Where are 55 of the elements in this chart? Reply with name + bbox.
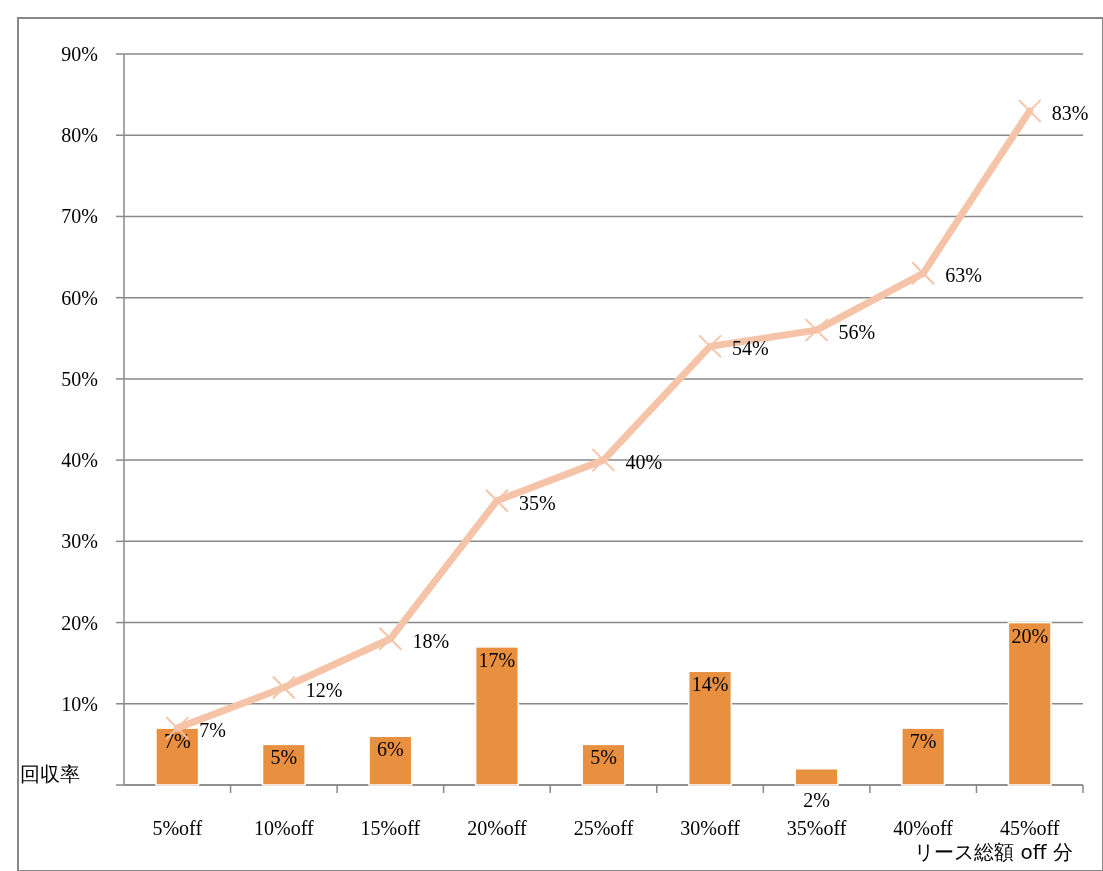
y-tick-label: 80%: [61, 124, 98, 147]
point: [378, 626, 403, 651]
data-label: 18%: [412, 629, 450, 652]
data-label: 5%: [590, 746, 617, 769]
point: [1017, 98, 1042, 123]
data-label: 14%: [691, 673, 729, 696]
y-tick-label: 70%: [61, 205, 98, 228]
data-label: 63%: [945, 264, 982, 287]
bar: [1007, 621, 1052, 786]
data-label: 7%: [163, 730, 191, 753]
point: [271, 675, 296, 700]
data-label: 20%: [1011, 624, 1049, 647]
x-tick-label: 25%off: [573, 817, 634, 839]
data-label: 17%: [478, 648, 516, 671]
y-tick-label: 10%: [61, 692, 98, 715]
x-tick-label: 40%off: [893, 817, 954, 839]
x-tick-label: 20%off: [467, 817, 528, 839]
bar: [155, 727, 200, 786]
point: [698, 334, 723, 359]
x-tick-label: 30%off: [680, 817, 741, 839]
point: [591, 448, 616, 473]
x-tick-label: 10%off: [254, 817, 314, 839]
bar: [368, 735, 413, 786]
y-tick-label: 30%: [61, 530, 98, 553]
data-label: 7%: [909, 730, 937, 753]
x-tick-label: 45%off: [999, 817, 1060, 839]
point: [804, 318, 829, 343]
data-label: 6%: [377, 738, 404, 761]
point: [911, 261, 936, 286]
bar: [794, 768, 839, 786]
x-tick-label: 35%off: [786, 817, 847, 839]
y-tick-label: 40%: [61, 449, 98, 472]
y-tick-label: 60%: [61, 286, 98, 309]
y-axis-title: 回収率: [20, 762, 80, 786]
x-tick-label: 5%off: [152, 817, 203, 839]
x-axis-title: リース総額 off 分: [914, 840, 1073, 864]
bar: [581, 743, 626, 786]
data-label: 54%: [732, 337, 769, 360]
data-label: 35%: [518, 491, 556, 514]
data-label: 56%: [838, 321, 876, 344]
bar: [261, 743, 306, 786]
point: [484, 488, 509, 513]
y-tick-label: 50%: [61, 367, 98, 390]
bar: [687, 670, 733, 786]
data-label: 12%: [305, 678, 343, 701]
x-tick-label: 15%off: [360, 817, 421, 839]
bar: [474, 646, 520, 786]
data-label: 40%: [625, 451, 663, 474]
bar: [901, 727, 946, 786]
data-label: 7%: [199, 719, 226, 742]
y-tick-label: 90%: [61, 43, 98, 65]
y-tick-label: 20%: [61, 611, 98, 634]
data-label: 83%: [1051, 101, 1089, 124]
data-label: 2%: [803, 789, 830, 811]
data-label: 5%: [270, 746, 298, 769]
